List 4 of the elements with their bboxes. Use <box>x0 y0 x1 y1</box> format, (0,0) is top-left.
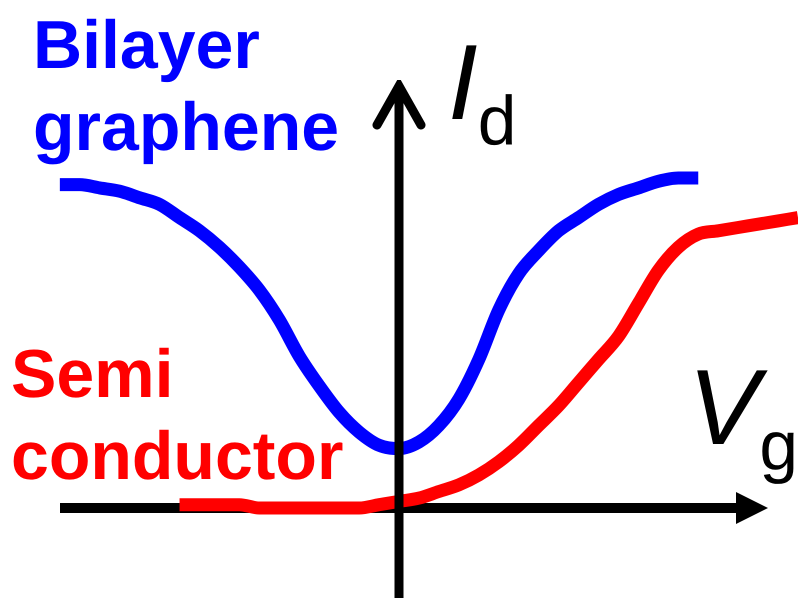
series-label: Bilayer graphene <box>33 6 340 167</box>
y-axis-title: I$_{d}$ <box>448 22 516 160</box>
series-label: Semi conductor <box>11 335 344 496</box>
x-axis-title: V$_{g}$ <box>688 347 798 485</box>
